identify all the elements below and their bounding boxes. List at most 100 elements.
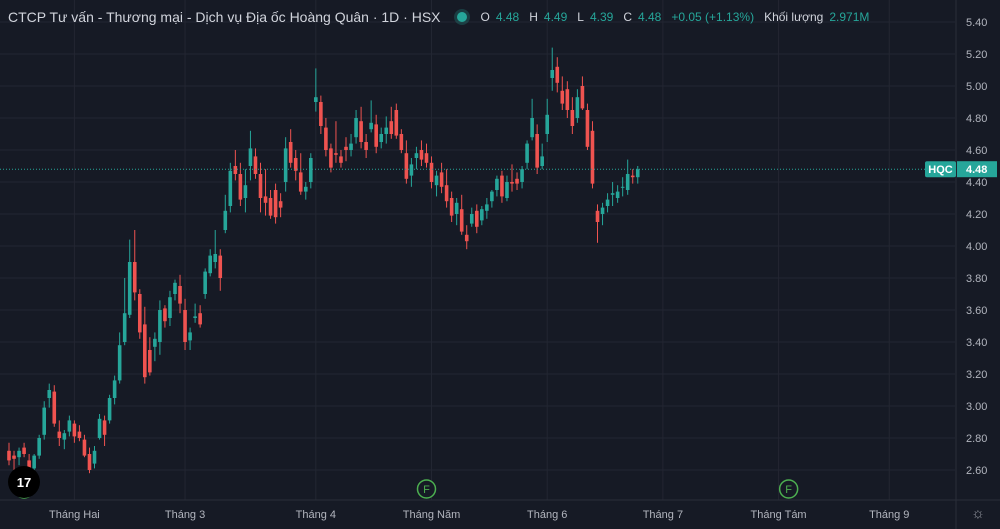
market-status-icon[interactable]: [456, 12, 467, 22]
candle: [213, 230, 218, 269]
candle: [615, 185, 620, 203]
candle-body: [469, 214, 474, 224]
y-tick-label: 5.00: [966, 81, 987, 93]
y-tick-label: 4.80: [966, 113, 987, 125]
candle: [329, 143, 333, 173]
candle-body: [359, 121, 363, 142]
candle-body: [555, 66, 560, 83]
candle: [12, 450, 16, 470]
candle: [62, 430, 67, 450]
candle-body: [344, 146, 348, 150]
candle-body: [117, 345, 122, 381]
candle: [449, 191, 454, 222]
candle: [469, 207, 474, 227]
candle-body: [520, 169, 524, 182]
candle: [203, 268, 207, 299]
candle-body: [369, 122, 373, 130]
candle: [228, 162, 233, 213]
candle: [349, 134, 353, 157]
y-tick-label: 3.00: [966, 401, 987, 413]
candle-body: [42, 407, 47, 435]
price-axis[interactable]: 2.60 2.80 3.00 3.20 3.40 3.60 3.80 4.00 4.20 4.40…: [966, 17, 987, 477]
candle-body: [560, 90, 565, 104]
candle: [379, 127, 384, 149]
candle: [545, 98, 550, 142]
candle-body: [158, 310, 162, 342]
marker-circle: [416, 479, 437, 499]
candle: [273, 183, 278, 224]
candle: [77, 425, 82, 442]
candle-body: [188, 332, 192, 341]
candle-body: [485, 204, 489, 211]
candle-body: [288, 142, 293, 163]
candlestick-series: [7, 47, 640, 478]
candle: [163, 305, 167, 328]
candle-body: [630, 175, 635, 178]
symbol-title[interactable]: CTCP Tư vấn - Thương mại - Dịch vụ Địa ố…: [8, 9, 441, 25]
open-label: O: [480, 10, 490, 24]
candle: [132, 230, 137, 301]
candle-body: [505, 182, 509, 198]
candle-body: [107, 398, 112, 421]
candle-body: [148, 350, 152, 373]
candle-body: [500, 175, 504, 197]
candle-body: [590, 130, 595, 184]
high-label: H: [529, 10, 538, 24]
candle: [97, 414, 102, 440]
candle-body: [283, 148, 288, 182]
candle: [414, 146, 419, 170]
candle-body: [610, 193, 615, 195]
candle: [107, 394, 112, 424]
candle-body: [208, 255, 212, 274]
candle: [625, 159, 630, 195]
dividend-marker[interactable]: F: [416, 479, 437, 499]
candle-body: [354, 118, 358, 138]
candle: [480, 206, 484, 226]
candle-body: [193, 316, 197, 318]
candle: [474, 204, 479, 234]
candle-body: [545, 114, 550, 134]
candle: [535, 124, 539, 174]
candle: [459, 194, 464, 235]
candle-body: [178, 286, 182, 304]
time-axis[interactable]: Tháng Hai Tháng 3 Tháng 4 Tháng Năm Tháng 6 T…: [49, 509, 909, 521]
candle: [278, 193, 283, 218]
dividend-marker[interactable]: F: [778, 479, 799, 499]
gear-icon[interactable]: ☼: [971, 505, 985, 522]
candle-body: [600, 207, 605, 214]
candle: [67, 415, 72, 437]
candle-body: [82, 439, 87, 456]
event-markers: FFF: [14, 479, 799, 499]
price-tag-box: [957, 161, 997, 178]
candle: [22, 442, 26, 458]
candle-body: [575, 97, 580, 118]
candle-body: [394, 110, 399, 136]
candle-body: [364, 142, 368, 150]
candle-body: [525, 143, 529, 163]
candle-body: [127, 262, 132, 315]
candle: [238, 162, 243, 206]
tradingview-logo-icon[interactable]: 17: [8, 466, 40, 498]
candle-body: [580, 86, 585, 109]
y-tick-label: 3.60: [966, 305, 987, 317]
candle-body: [314, 97, 318, 102]
candle: [495, 175, 499, 197]
volume-label: Khối lượng: [764, 10, 824, 24]
candle: [127, 239, 132, 318]
price-tag-value: 4.48: [966, 164, 987, 176]
candle-body: [137, 294, 142, 333]
candle-body: [303, 186, 308, 192]
last-price-tag: HQC 4.48: [925, 161, 997, 178]
candle-body: [404, 153, 409, 179]
candle-body: [102, 420, 107, 435]
candle: [17, 447, 21, 466]
candle: [550, 47, 555, 91]
candle-body: [334, 153, 338, 155]
symbol-tag-box: [925, 161, 956, 178]
candle: [243, 169, 248, 213]
candle: [158, 300, 162, 355]
x-tick-label: Tháng 4: [296, 509, 336, 521]
candle-body: [218, 255, 223, 278]
candle: [188, 327, 192, 350]
